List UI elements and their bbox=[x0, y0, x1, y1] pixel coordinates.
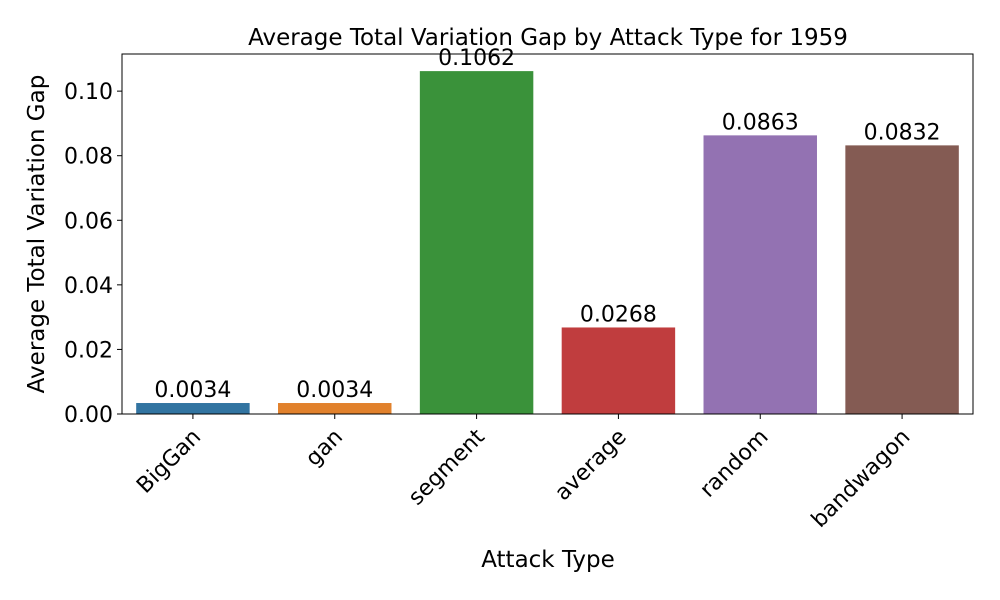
x-tick-label-average: average bbox=[550, 425, 631, 506]
bar-segment bbox=[419, 71, 534, 414]
x-tick-label-random: random bbox=[695, 425, 773, 503]
bar-gan bbox=[278, 403, 392, 414]
data-label-average: 0.0268 bbox=[580, 302, 657, 327]
data-labels-group: 0.0034 0.0034 0.1062 0.0268 0.0863 0.0832 bbox=[154, 46, 940, 403]
x-axis: BigGan gan segment average random bandwagon bbox=[132, 414, 915, 533]
bar-average bbox=[561, 327, 676, 414]
data-label-gan: 0.0034 bbox=[296, 378, 373, 403]
x-tick-label-segment: segment bbox=[404, 424, 490, 510]
x-tick-label-biggan: BigGan bbox=[132, 425, 206, 499]
y-tick-label: 0.08 bbox=[64, 145, 113, 170]
y-tick-label: 0.10 bbox=[64, 80, 113, 105]
x-tick-label-bandwagon: bandwagon bbox=[807, 425, 915, 533]
x-axis-label: Attack Type bbox=[481, 547, 615, 573]
y-tick-label: 0.00 bbox=[64, 403, 113, 428]
y-axis: 0.00 0.02 0.04 0.06 0.08 0.10 bbox=[64, 80, 122, 428]
data-label-segment: 0.1062 bbox=[438, 46, 515, 71]
y-tick-label: 0.04 bbox=[64, 274, 113, 299]
data-label-bandwagon: 0.0832 bbox=[864, 120, 941, 145]
data-label-biggan: 0.0034 bbox=[154, 378, 231, 403]
plot-frame bbox=[121, 53, 974, 415]
y-tick-label: 0.06 bbox=[64, 209, 113, 234]
data-label-random: 0.0863 bbox=[722, 110, 799, 135]
bars-group bbox=[136, 71, 959, 415]
bar-random bbox=[703, 135, 817, 415]
x-tick-label-gan: gan bbox=[301, 425, 348, 472]
bar-biggan bbox=[136, 403, 250, 414]
chart-title: Average Total Variation Gap by Attack Ty… bbox=[248, 25, 848, 51]
y-axis-label: Average Total Variation Gap bbox=[24, 75, 50, 394]
bar-bandwagon bbox=[845, 145, 959, 414]
y-tick-label: 0.02 bbox=[64, 338, 113, 363]
